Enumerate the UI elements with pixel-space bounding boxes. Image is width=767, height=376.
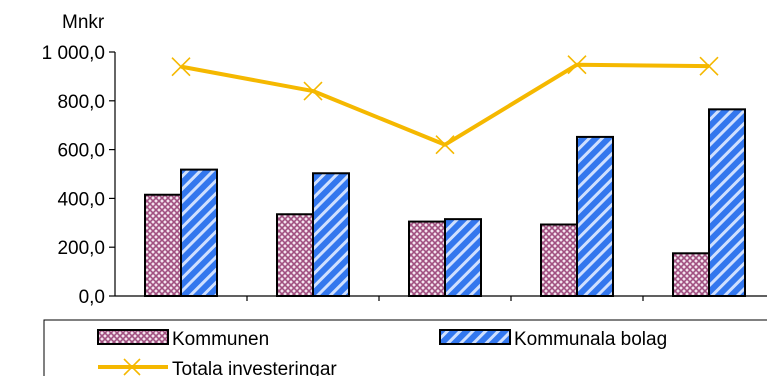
x-axis-ticks	[246, 296, 644, 301]
legend-label-totala-investeringar: Totala investeringar	[172, 359, 337, 376]
y-tick-label: 0,0	[79, 287, 105, 308]
y-tick-label: 400,0	[57, 189, 105, 210]
bar-kommunen	[408, 220, 446, 297]
bar-kommunala-bolag	[576, 135, 614, 297]
line-point-marker	[171, 57, 191, 77]
legend-swatch-kommunen	[97, 329, 169, 345]
line-point-marker	[567, 55, 587, 75]
legend: Kommunen Kommunala bolag Totala invester…	[43, 319, 767, 376]
bar-kommunen	[276, 213, 314, 297]
line-point-marker	[303, 81, 323, 101]
bar-kommunen	[144, 193, 182, 298]
y-tick-label: 600,0	[57, 141, 105, 162]
legend-swatch-kommunala-bolag	[439, 329, 511, 345]
y-axis-ticks: 0,0 200,0 400,0 600,0 800,0 1 000,0	[42, 43, 115, 308]
bar-kommunala-bolag	[180, 168, 218, 297]
bar-kommunala-bolag	[444, 218, 482, 297]
line-point-marker	[699, 56, 719, 76]
y-tick-label: 1 000,0	[42, 43, 105, 64]
line-series	[171, 55, 719, 155]
y-tick-label: 800,0	[57, 92, 105, 113]
bar-kommunala-bolag	[312, 172, 350, 298]
unit-label: Mnkr	[62, 12, 105, 33]
bar-kommunen	[672, 252, 710, 298]
line-totala-investeringar	[180, 62, 710, 147]
legend-label-kommunala-bolag: Kommunala bolag	[514, 329, 667, 350]
legend-label-kommunen: Kommunen	[172, 329, 269, 350]
bar-kommunala-bolag	[708, 108, 746, 297]
bar-kommunen	[540, 223, 578, 297]
legend-swatch-totala-marker	[123, 358, 141, 376]
line-point-marker	[435, 135, 455, 155]
bars	[144, 108, 746, 298]
y-tick-label: 200,0	[57, 238, 105, 259]
